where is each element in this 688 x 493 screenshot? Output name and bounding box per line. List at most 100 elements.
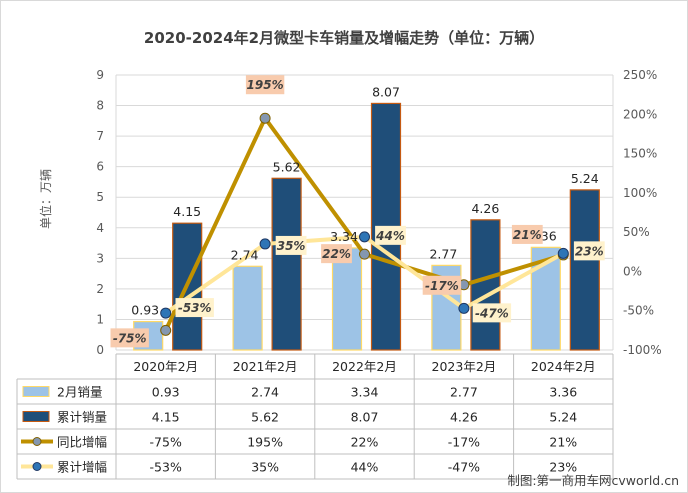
line-label-box xyxy=(245,75,285,95)
table-cell: 3.34 xyxy=(351,385,379,400)
table-cell: -47% xyxy=(448,460,480,475)
line-label-box xyxy=(375,225,406,245)
line-label-box xyxy=(573,241,605,261)
y-tick-label: 9 xyxy=(96,68,104,82)
x-tick-label: 2020年2月 xyxy=(133,359,198,374)
table-cell: 5.62 xyxy=(251,410,279,425)
table-cell: 195% xyxy=(247,435,283,450)
bar-value-label: 0.93 xyxy=(131,303,159,318)
bar-cumulative xyxy=(271,177,302,351)
legend-swatch xyxy=(22,411,50,422)
axis-ticks: 0 1 2 3 4 5 6 7 8 9 -100% -50% 0% 50% 100% 150% 200% 250% xyxy=(96,68,661,357)
line-value-label: -53% xyxy=(178,301,212,315)
y-tick-label: 0 xyxy=(96,343,104,357)
line-point xyxy=(259,112,271,124)
table-cell: 0.93 xyxy=(152,385,180,400)
y-tick-label: 1 xyxy=(96,312,104,326)
yoy-growth-line xyxy=(163,116,564,332)
x-tick-label: 2024年2月 xyxy=(531,359,596,374)
legend-label: 同比增幅 xyxy=(57,435,107,450)
bar-value-label: 4.26 xyxy=(471,201,499,216)
data-labels: 0.934.152.745.623.348.072.774.263.365.24… xyxy=(110,75,605,348)
y-tick-label: 3 xyxy=(96,251,104,265)
chart-title: 2020-2024年2月微型卡车销量及增幅走势（单位：万辆） xyxy=(144,29,544,47)
y-axis-label: 单位：万辆 xyxy=(38,169,53,229)
y2-tick-label: 0% xyxy=(623,264,642,278)
y-tick-label: 8 xyxy=(96,99,104,113)
y2-tick-label: 200% xyxy=(623,107,657,121)
y-tick-label: 2 xyxy=(96,282,104,296)
table-cell: 2.77 xyxy=(450,385,478,400)
y-tick-label: 5 xyxy=(96,190,104,204)
line-label-box xyxy=(275,235,307,255)
line-point xyxy=(160,307,172,319)
table-cell: -53% xyxy=(150,460,182,475)
bar-value-label: 5.24 xyxy=(571,171,599,186)
line-label-box xyxy=(321,244,352,264)
table-cell: 21% xyxy=(549,435,577,450)
x-tick-label: 2022年2月 xyxy=(332,359,397,374)
y2-tick-label: 150% xyxy=(623,147,657,161)
line-value-label: -17% xyxy=(425,279,459,293)
line-label-box xyxy=(422,275,462,295)
bar-value-label: 4.15 xyxy=(173,204,201,219)
line-value-label: -47% xyxy=(475,306,509,320)
table-cell: 5.24 xyxy=(549,410,577,425)
y2-tick-label: 50% xyxy=(623,225,650,239)
line-point xyxy=(259,238,271,250)
y2-tick-label: 100% xyxy=(623,186,657,200)
line-point xyxy=(160,324,172,336)
line-label-box xyxy=(511,224,543,244)
data-table: 2020年2月 2021年2月 2022年2月 2023年2月 2024年2月 2月销量 0… xyxy=(16,353,614,480)
bar-value-label: 8.07 xyxy=(372,84,400,99)
y-tick-label: 4 xyxy=(96,221,104,235)
line-value-label: 35% xyxy=(277,239,306,253)
legend-label: 2月销量 xyxy=(57,385,102,400)
line-point xyxy=(359,248,370,260)
table-cell: 22% xyxy=(351,435,379,450)
line-point xyxy=(359,231,370,243)
legend-marker xyxy=(32,462,42,471)
line-point xyxy=(458,302,470,314)
credit-text: 制图:第一商用车网cvworld.cn xyxy=(507,473,679,488)
legend-label: 累计增幅 xyxy=(57,460,107,475)
line-value-label: -75% xyxy=(113,331,147,345)
bar-monthly xyxy=(232,265,263,351)
bar-value-label: 2.77 xyxy=(429,246,457,261)
table-cell: -17% xyxy=(448,435,480,450)
legend-swatch xyxy=(22,386,50,397)
table-cell: -75% xyxy=(150,435,182,450)
bar-value-label: 5.62 xyxy=(273,159,301,174)
line-label-box xyxy=(472,303,512,323)
table-cell: 8.07 xyxy=(351,410,379,425)
line-value-label: 195% xyxy=(247,78,284,92)
y2-tick-label: -50% xyxy=(623,304,654,318)
lines xyxy=(160,112,569,336)
table-cell: 2.74 xyxy=(251,385,279,400)
line-value-label: 23% xyxy=(575,244,604,258)
x-tick-label: 2023年2月 xyxy=(432,359,497,374)
bar-value-label: 3.34 xyxy=(330,229,358,244)
x-tick-label: 2021年2月 xyxy=(233,359,298,374)
line-value-label: 21% xyxy=(513,228,542,242)
table-cell: 23% xyxy=(549,460,577,475)
table-cell: 4.26 xyxy=(450,410,478,425)
bar-monthly xyxy=(331,247,363,351)
line-label-box xyxy=(175,298,214,318)
bar-cumulative xyxy=(470,219,501,351)
table-cell: 35% xyxy=(251,460,279,475)
legend-marker xyxy=(32,437,42,446)
y2-tick-label: 250% xyxy=(623,68,657,82)
table-cell: 44% xyxy=(351,460,379,475)
bar-cumulative xyxy=(569,189,600,351)
table-cell: 3.36 xyxy=(549,385,577,400)
bar-value-label: 2.74 xyxy=(231,247,259,262)
line-value-label: 44% xyxy=(375,229,405,243)
legend-label: 累计销量 xyxy=(57,410,107,425)
line-label-box xyxy=(110,328,149,348)
y-tick-label: 6 xyxy=(96,160,104,174)
line-point xyxy=(557,247,569,259)
line-value-label: 22% xyxy=(322,247,351,261)
